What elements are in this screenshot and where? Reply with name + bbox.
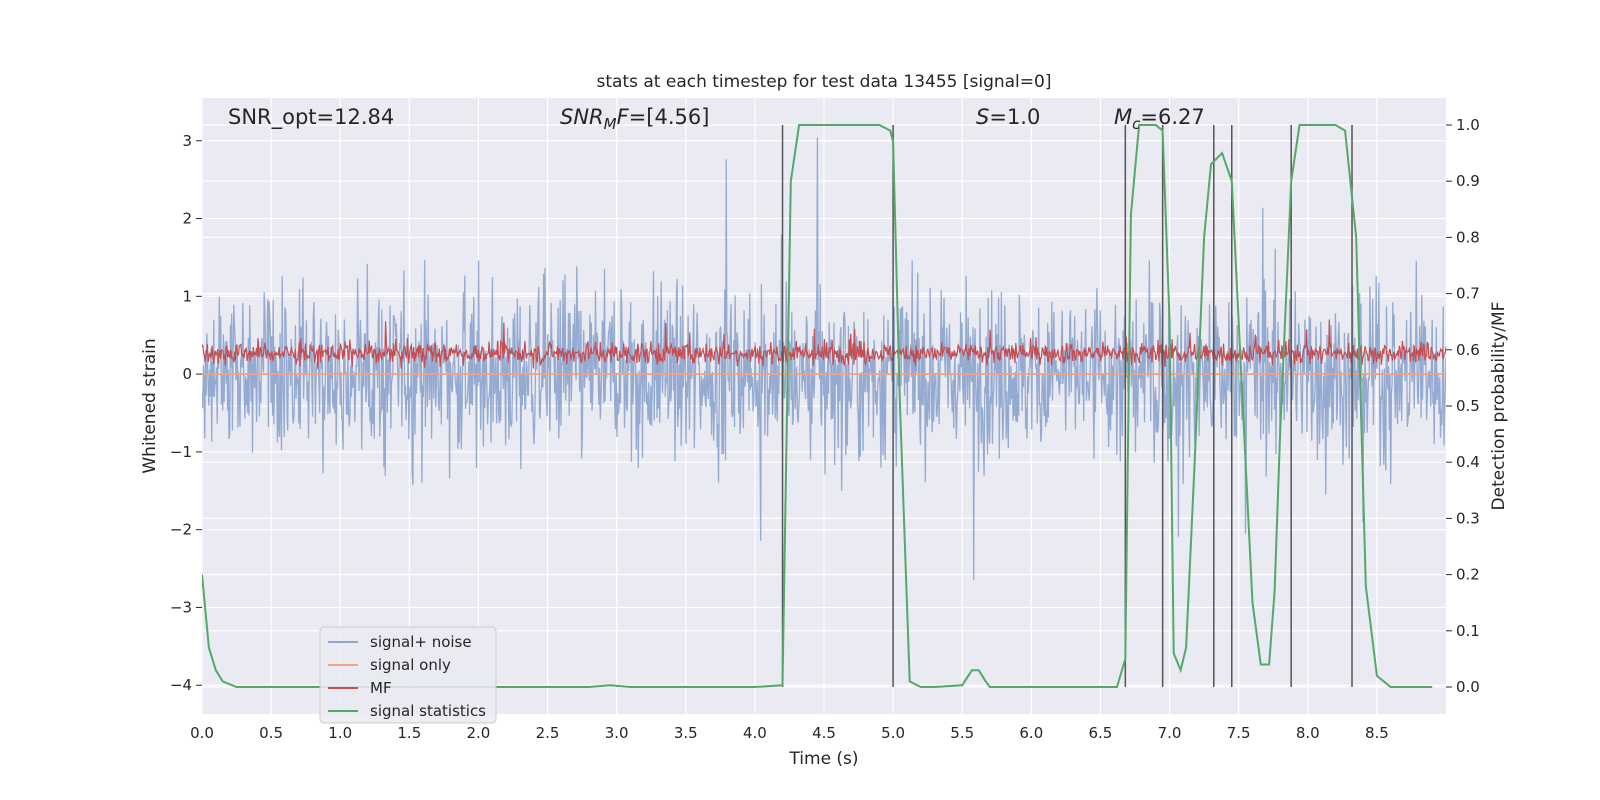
x-tick-label: 4.0 — [743, 724, 767, 742]
x-tick-label: 0.5 — [259, 724, 283, 742]
x-tick-label: 2.5 — [536, 724, 560, 742]
legend-label-signal: signal only — [370, 656, 451, 674]
legend-label-mf: MF — [370, 679, 392, 697]
annotation-mc: Mc=6.27 — [1114, 105, 1205, 133]
right-y-tick-label: 0.4 — [1456, 453, 1480, 471]
y-tick-label: −2 — [170, 521, 192, 539]
x-tick-label: 1.5 — [397, 724, 421, 742]
legend-box — [319, 626, 497, 724]
x-tick-label: 2.0 — [467, 724, 491, 742]
annotation-snr-mf: SNRMF=[4.56] — [560, 105, 709, 133]
right-y-tick-label: 0.8 — [1456, 228, 1480, 246]
x-tick-label: 7.0 — [1158, 724, 1182, 742]
legend-label-stat: signal statistics — [370, 702, 486, 720]
x-tick-label: 6.0 — [1019, 724, 1043, 742]
right-y-tick-label: 0.2 — [1456, 566, 1480, 584]
y-tick-label: 1 — [182, 287, 192, 305]
right-y-tick-label: 0.1 — [1456, 622, 1480, 640]
x-tick-label: 3.0 — [605, 724, 629, 742]
y-tick-label: 2 — [182, 210, 192, 228]
x-tick-label: 4.5 — [812, 724, 836, 742]
x-axis-label: Time (s) — [788, 749, 858, 769]
mf-line — [202, 319, 1446, 370]
x-tick-label: 3.5 — [674, 724, 698, 742]
y-tick-label: 0 — [182, 365, 192, 383]
right-y-tick-label: 1.0 — [1456, 116, 1480, 134]
annotation-snr-opt: SNR_opt=12.84 — [228, 105, 394, 130]
right-y-tick-label: 0.5 — [1456, 397, 1480, 415]
x-tick-label: 5.5 — [950, 724, 974, 742]
x-tick-label: 7.5 — [1227, 724, 1251, 742]
signal-statistics-line — [202, 124, 1433, 688]
x-tick-label: 8.5 — [1365, 724, 1389, 742]
legend-label-noise: signal+ noise — [370, 633, 472, 651]
annotation-s: S=1.0 — [976, 105, 1040, 129]
right-y-tick-label: 0.3 — [1456, 509, 1480, 527]
signal-statistics-series — [202, 124, 1433, 688]
x-tick-labels: 0.0 0.5 1.0 1.5 2.0 2.5 3.0 3.5 4.0 4.5 5.0 5.5 6.0 6… — [190, 724, 1389, 742]
right-y-tick-label: 0.9 — [1456, 172, 1480, 190]
right-y-tick-label: 0.6 — [1456, 341, 1480, 359]
mf-series — [202, 319, 1446, 370]
x-tick-label: 1.0 — [328, 724, 352, 742]
y-tick-label: 3 — [182, 132, 192, 150]
right-y-tick-label: 0.0 — [1456, 678, 1480, 696]
right-y-tick-label: 0.7 — [1456, 285, 1480, 303]
chart-title: stats at each timestep for test data 134… — [597, 72, 1052, 92]
y-tick-label: −3 — [170, 598, 192, 616]
y-tick-label: −1 — [170, 443, 192, 461]
signal-plus-noise-line — [202, 137, 1446, 581]
signal-plus-noise-series — [202, 137, 1446, 581]
x-tick-label: 8.0 — [1296, 724, 1320, 742]
x-tick-label: 0.0 — [190, 724, 214, 742]
y-tick-label: −4 — [170, 676, 192, 694]
right-y-axis-label: Detection probability/MF — [1489, 302, 1509, 511]
x-tick-label: 5.0 — [881, 724, 905, 742]
x-tick-label: 6.5 — [1089, 724, 1113, 742]
y-tick-labels: 3 2 1 0 −1 −2 −3 −4 — [170, 132, 202, 694]
legend: signal+ noise signal only MF signal stat… — [319, 626, 497, 724]
right-y-tick-labels: 1.0 0.9 0.8 0.7 0.6 0.5 0.4 0.3 0.2 0.1 0.0 — [1446, 116, 1480, 696]
y-axis-label: Whitened strain — [140, 338, 160, 473]
